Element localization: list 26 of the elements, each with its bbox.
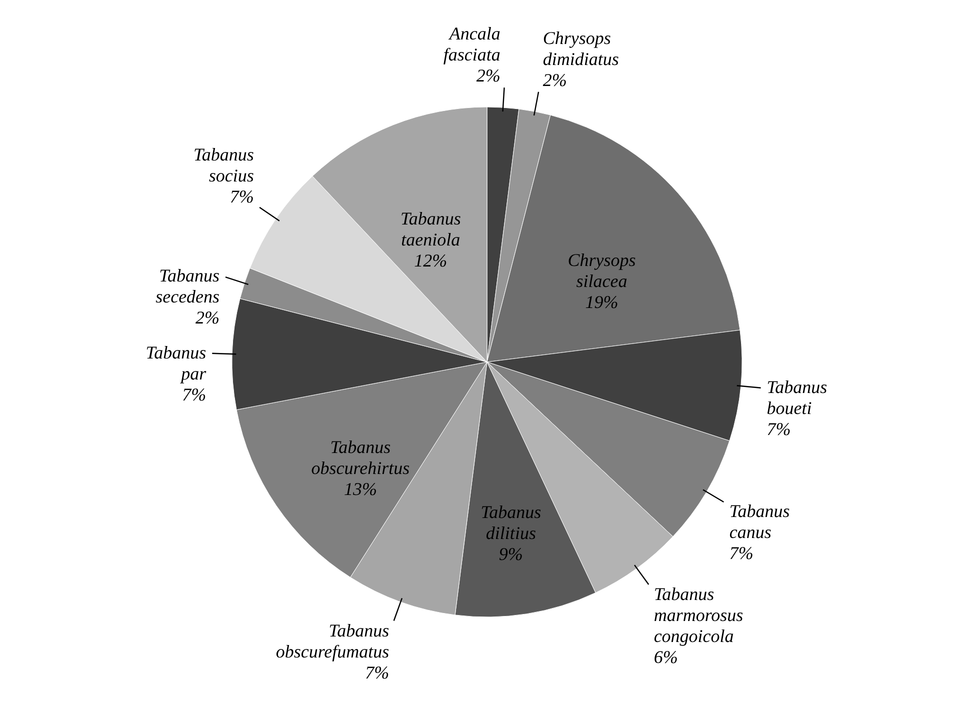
data-label: 6% — [654, 647, 678, 668]
slice-label: Tabanus taeniola — [400, 208, 461, 250]
data-label: 7% — [230, 186, 254, 206]
slice-label: Tabanus obscurehirtus — [311, 437, 410, 478]
slice-label: Tabanus secedens — [156, 265, 220, 306]
slice-label: Tabanus marmorosus congoicola — [654, 584, 744, 646]
slice-label: Tabanus boueti — [766, 377, 828, 418]
data-label: 19% — [585, 292, 618, 312]
data-label: 2% — [542, 70, 567, 90]
data-label: 2% — [476, 66, 500, 86]
data-label: 2% — [196, 307, 220, 328]
data-label: 7% — [766, 419, 791, 440]
slice-label: Chrysops silacea — [568, 250, 636, 291]
slice-label: Tabanus canus — [729, 501, 790, 542]
data-label: 7% — [182, 384, 206, 404]
slice-label: Chrysops dimidiatus — [542, 28, 619, 69]
slice-label: Tabanus obscurefumatus — [276, 620, 390, 662]
data-label: 9% — [498, 544, 523, 564]
data-label: 13% — [344, 479, 377, 499]
slice-label: Tabanus dilitius — [480, 502, 542, 544]
slice-label: Ancala fasciata — [443, 24, 500, 65]
slice-label: Tabanus par — [146, 342, 208, 384]
data-label: 12% — [414, 250, 448, 271]
data-label: 7% — [365, 662, 390, 683]
data-label: 7% — [729, 543, 754, 564]
slice-label: Tabanus socius — [194, 144, 254, 186]
